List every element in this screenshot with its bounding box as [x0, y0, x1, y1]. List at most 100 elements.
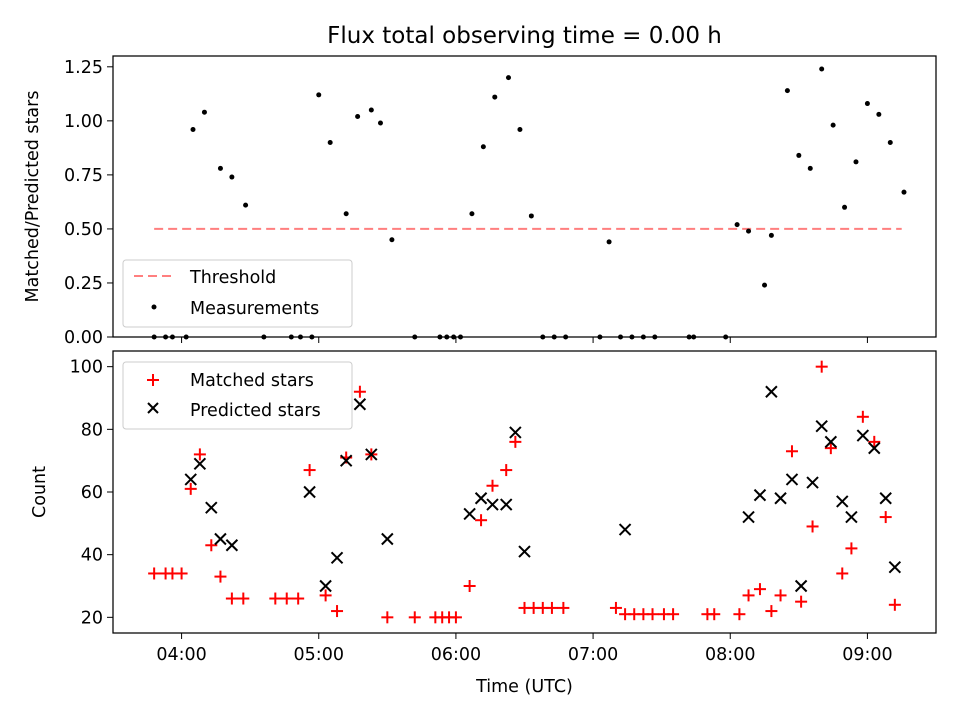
- matched-star-point: [500, 464, 513, 477]
- matched-star-point: [237, 592, 250, 605]
- predicted-star-point: [193, 457, 207, 471]
- predicted-star-stroke-b: [225, 539, 239, 552]
- legend-matched-swatch: [147, 374, 159, 386]
- predicted-star-stroke-b: [486, 498, 499, 511]
- matched-star-point: [184, 482, 197, 495]
- predicted-star-point: [753, 488, 767, 502]
- predicted-star-stroke-b: [824, 435, 838, 449]
- predicted-star-point: [774, 492, 787, 505]
- predicted-star-stroke-b: [785, 473, 799, 486]
- predicted-star-stroke-b: [868, 441, 881, 455]
- measurement-point: [768, 232, 774, 238]
- predicted-star-point: [856, 429, 870, 442]
- bottom-panel: 20 40 60 80 100 04:00 05:00 06:00 07:00 08:00 09:…: [30, 350, 937, 697]
- measurement-point: [492, 94, 498, 100]
- measurement-point: [480, 144, 486, 150]
- bottom-x-tick-label: 06:00: [431, 645, 481, 665]
- top-y-tick-label: 0.00: [64, 328, 103, 348]
- measurement-point: [469, 211, 475, 217]
- matched-star-point: [557, 601, 570, 614]
- measurement-point: [876, 111, 882, 117]
- predicted-star-point: [500, 498, 513, 511]
- matched-star-point: [292, 592, 305, 605]
- matched-star-point: [408, 611, 421, 624]
- predicted-star-point: [845, 510, 858, 524]
- top-y-tick-label: 1.00: [64, 112, 103, 132]
- matched-star-point: [205, 539, 218, 552]
- measurement-point: [796, 152, 802, 158]
- legend-threshold-label: Threshold: [189, 268, 276, 288]
- predicted-star-stroke-b: [856, 429, 870, 442]
- predicted-star-stroke-b: [184, 473, 197, 486]
- measurement-point: [734, 222, 740, 228]
- predicted-star-point: [205, 501, 218, 514]
- legend-matched-label: Matched stars: [190, 371, 314, 391]
- measurement-point: [528, 213, 534, 219]
- measurement-point: [864, 101, 870, 107]
- predicted-star-stroke-b: [330, 551, 344, 565]
- top-y-tick-label: 0.75: [64, 166, 103, 186]
- bottom-x-tick-label: 09:00: [842, 645, 892, 665]
- top-legend-box: [122, 259, 353, 328]
- matched-star-point: [753, 583, 766, 596]
- predicted-star-point: [319, 579, 332, 593]
- predicted-star-stroke-b: [888, 560, 902, 574]
- matched-star-point: [868, 435, 881, 448]
- predicted-star-point: [806, 476, 819, 489]
- matched-star-point: [742, 589, 755, 602]
- predicted-star-point: [879, 492, 892, 505]
- matched-star-point: [646, 608, 659, 621]
- predicted-star-point: [742, 510, 755, 524]
- predicted-star-point: [463, 507, 476, 521]
- bottom-legend: Matched stars Predicted stars: [122, 361, 353, 430]
- measurement-point: [229, 174, 235, 180]
- predicted-star-stroke-b: [193, 457, 207, 471]
- predicted-star-point: [618, 523, 632, 536]
- measurement-point: [606, 239, 612, 245]
- predicted-star-point: [381, 532, 394, 546]
- matched-star-point: [449, 611, 462, 624]
- top-y-tick-label: 1.25: [64, 58, 103, 78]
- matched-star-point: [509, 435, 522, 448]
- predicted-star-point: [486, 498, 499, 511]
- predicted-star-stroke-b: [365, 448, 378, 461]
- bottom-y-tick-label: 40: [81, 546, 103, 566]
- predicted-star-point: [836, 495, 849, 508]
- measurement-point: [762, 282, 768, 288]
- predicted-star-point: [765, 385, 778, 398]
- predicted-star-point: [509, 426, 522, 439]
- predicted-star-point: [365, 448, 378, 461]
- measurement-point: [842, 204, 848, 210]
- matched-star-point: [806, 520, 819, 533]
- predicted-star-point: [888, 560, 902, 574]
- predicted-star-point: [868, 441, 881, 455]
- predicted-star-stroke-b: [836, 495, 849, 508]
- bottom-y-tick-label: 20: [81, 608, 103, 628]
- predicted-star-point: [184, 473, 197, 486]
- matched-star-point: [888, 598, 901, 611]
- bottom-y-axis-label: Count: [30, 466, 50, 518]
- bottom-x-tick-label: 05:00: [294, 645, 344, 665]
- predicted-star-point: [794, 579, 808, 593]
- bottom-y-tick-label: 80: [81, 420, 103, 440]
- predicted-star-stroke-b: [518, 545, 531, 558]
- predicted-star-point: [474, 492, 488, 505]
- measurement-point: [901, 189, 907, 195]
- predicted-star-stroke-b: [879, 492, 892, 505]
- legend-measurements-swatch: [151, 304, 157, 310]
- predicted-star-stroke-b: [353, 398, 367, 411]
- legend-measurements-label: Measurements: [190, 299, 319, 319]
- predicted-star-stroke-b: [339, 454, 353, 467]
- matched-star-point: [545, 601, 558, 614]
- matched-star-point: [303, 464, 316, 477]
- bottom-x-axis-label: Time (UTC): [475, 677, 573, 697]
- bottom-legend-box: [122, 361, 353, 430]
- measurement-point: [389, 237, 395, 243]
- matched-star-point: [269, 592, 282, 605]
- predicted-star-point: [785, 473, 799, 486]
- bottom-y-tick-label: 100: [70, 358, 103, 378]
- matched-star-point: [774, 589, 787, 602]
- matched-star-point: [824, 442, 837, 455]
